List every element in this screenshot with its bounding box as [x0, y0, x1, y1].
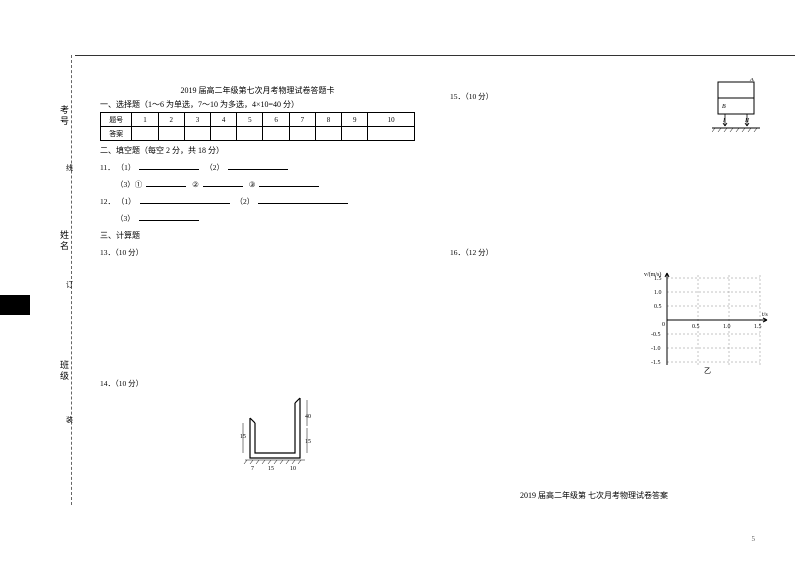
blank-field[interactable]	[146, 179, 186, 187]
table-row: 答案	[101, 127, 415, 141]
figure-u-tube: 15 15 40 7 15 10	[235, 388, 325, 478]
svg-text:0.5: 0.5	[692, 324, 700, 330]
q13-label: 13．（10 分）	[100, 247, 415, 258]
binding-label-examid: 考号	[58, 105, 71, 127]
footer-answer-title: 2019 届高二年级第 七次月考物理试卷答案	[520, 490, 668, 501]
q11-p1: （1）	[117, 163, 136, 172]
q12-p2: （2）	[236, 197, 255, 206]
dim-10: 10	[290, 466, 296, 472]
answer-cell[interactable]	[211, 127, 237, 141]
chart-ticks: 1.51.00.5 0 -0.5-1.0-1.5 0.51.01.5	[651, 276, 762, 366]
page-number: 5	[752, 535, 756, 543]
blank-field[interactable]	[139, 162, 199, 170]
block-labels: A B I II	[722, 78, 754, 124]
col-head: 9	[342, 113, 368, 127]
label-B: B	[722, 104, 726, 110]
section1-heading: 一、选择题（1～6 为单选，7～10 为多选，4×10=40 分）	[100, 99, 415, 110]
blank-field[interactable]	[259, 179, 319, 187]
section3-heading: 三、计算题	[100, 230, 415, 241]
col-head: 6	[263, 113, 289, 127]
col-head: 7	[289, 113, 315, 127]
answer-cell[interactable]	[289, 127, 315, 141]
chart-xlabel: t/s	[762, 312, 768, 318]
col-head: 3	[184, 113, 210, 127]
u-outline-icon	[250, 398, 300, 458]
answer-cell[interactable]	[237, 127, 263, 141]
svg-text:0.5: 0.5	[654, 304, 662, 310]
hatch-icon	[712, 128, 757, 132]
blank-field[interactable]	[140, 196, 230, 204]
answer-table: 题号 1 2 3 4 5 6 7 8 9 10 答案	[100, 112, 415, 141]
page-top-rule	[75, 55, 795, 56]
blank-field[interactable]	[228, 162, 288, 170]
q16-label: 16．（12 分）	[450, 247, 770, 258]
row-label: 题号	[101, 113, 132, 127]
label-A: A	[749, 78, 754, 83]
svg-text:-1.0: -1.0	[651, 346, 661, 352]
binding-label-class: 班级	[58, 360, 71, 382]
q11-r2b: ②	[192, 180, 199, 189]
dim-40: 40	[305, 414, 311, 420]
col-head: 5	[237, 113, 263, 127]
q12-line2: （3）	[100, 213, 415, 224]
chart-ylabel: v/(m/s)	[644, 271, 661, 278]
binding-label-name: 姓名	[58, 230, 71, 252]
svg-text:1.0: 1.0	[654, 290, 662, 296]
col-head: 10	[368, 113, 415, 127]
svg-text:1.0: 1.0	[723, 324, 731, 330]
figure-vt-chart: 1.51.00.5 0 -0.5-1.0-1.5 0.51.01.5 v/(m/…	[642, 270, 772, 375]
q11-p2: （2）	[205, 163, 224, 172]
left-black-marker	[0, 295, 30, 315]
blank-field[interactable]	[203, 179, 243, 187]
q12-r2: （3）	[116, 214, 135, 223]
answer-cell[interactable]	[263, 127, 289, 141]
col-head: 1	[132, 113, 158, 127]
svg-text:-0.5: -0.5	[651, 332, 661, 338]
page-title: 2019 届高二年级第七次月考物理试卷答题卡	[100, 85, 415, 96]
label-I: I	[722, 118, 726, 124]
svg-text:1.5: 1.5	[754, 324, 762, 330]
table-row: 题号 1 2 3 4 5 6 7 8 9 10	[101, 113, 415, 127]
q12-num: 12．	[100, 197, 115, 206]
block-a-icon	[718, 82, 754, 98]
answer-cell[interactable]	[315, 127, 341, 141]
binding-sym-staple: 订	[66, 280, 73, 290]
dim-7: 7	[251, 466, 254, 472]
binding-margin: 考号 线 姓名 订 班级 装	[60, 55, 74, 505]
q11-r2a: （3）①	[116, 180, 142, 189]
binding-sym-line: 线	[66, 163, 73, 173]
col-head: 4	[211, 113, 237, 127]
q12-line1: 12． （1） （2）	[100, 196, 415, 207]
answer-cell[interactable]	[342, 127, 368, 141]
answer-cell[interactable]	[368, 127, 415, 141]
row-label: 答案	[101, 127, 132, 141]
dim-15: 15	[305, 439, 311, 445]
binding-sym-bind: 装	[66, 415, 73, 425]
left-column: 2019 届高二年级第七次月考物理试卷答题卡 一、选择题（1～6 为单选，7～1…	[100, 85, 415, 395]
chart-sublabel: 乙	[704, 367, 711, 375]
q11-line1: 11． （1） （2）	[100, 162, 415, 173]
blank-field[interactable]	[258, 196, 348, 204]
u-inner-icon	[255, 403, 295, 453]
q11-num: 11．	[100, 163, 115, 172]
q12-p1: （1）	[117, 197, 136, 206]
dim-15: 15	[268, 466, 274, 472]
svg-text:-1.5: -1.5	[651, 360, 661, 366]
hatch-icon	[244, 460, 305, 464]
answer-cell[interactable]	[158, 127, 184, 141]
blank-field[interactable]	[139, 213, 199, 221]
section2-heading: 二、填空题（每空 2 分，共 18 分）	[100, 145, 415, 156]
col-head: 8	[315, 113, 341, 127]
col-head: 2	[158, 113, 184, 127]
answer-cell[interactable]	[132, 127, 158, 141]
chart-axes	[665, 273, 767, 365]
q11-line2: （3）① ② ③	[100, 179, 415, 190]
figure-stacked-blocks: A B I II	[712, 78, 760, 136]
answer-cell[interactable]	[184, 127, 210, 141]
dim-arrows-icon	[243, 400, 307, 453]
svg-text:0: 0	[662, 322, 665, 328]
q11-r2c: ③	[249, 180, 256, 189]
